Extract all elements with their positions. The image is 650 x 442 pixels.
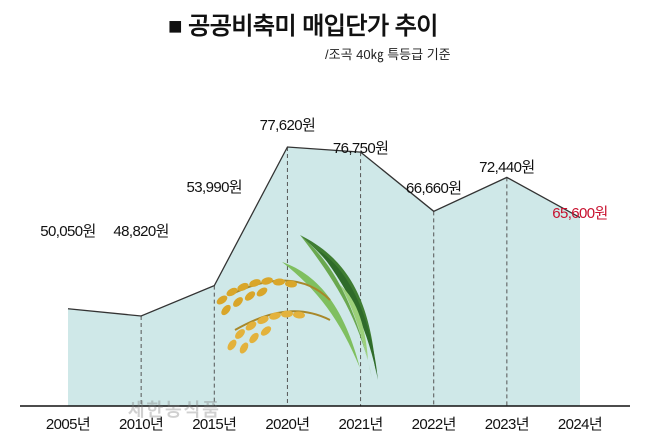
x-tick-label: 2023년 [485, 416, 529, 433]
series-line [67, 146, 581, 317]
x-tick-label: 2024년 [558, 416, 602, 433]
x-tick-label: 2021년 [338, 416, 382, 433]
data-label: 65,600원 [552, 205, 607, 222]
line-layer [67, 146, 581, 317]
data-label: 72,440원 [479, 159, 534, 176]
data-label: 53,990원 [187, 179, 242, 196]
data-label: 77,620원 [260, 117, 315, 134]
drop-lines [140, 147, 508, 406]
x-axis: 2005년 2010년 2015년 2020년 2021년 2022년 2023년 2024년 [20, 405, 630, 433]
data-label: 50,050원 [40, 223, 95, 240]
chart-title: ■ 공공비축미 매입단가 추이 [168, 13, 438, 40]
x-tick-label: 2005년 [46, 416, 90, 433]
data-label: 66,660원 [406, 180, 461, 197]
rice-plant-icon [216, 235, 378, 380]
value-labels: 50,050원 48,820원 53,990원 77,620원 76,750원 66,66… [40, 117, 608, 240]
data-label: 76,750원 [333, 140, 388, 157]
area-fill [68, 147, 580, 406]
data-label: 48,820원 [113, 223, 168, 240]
x-tick-label: 2020년 [265, 416, 309, 433]
watermark: 세한농식품 [128, 400, 221, 420]
x-tick-label: 2015년 [192, 416, 236, 433]
chart-subtitle: /조곡 40㎏ 특등급 기준 [325, 47, 451, 62]
x-tick-label: 2022년 [412, 416, 456, 433]
x-tick-label: 2010년 [119, 416, 163, 433]
area-layer [68, 147, 580, 406]
